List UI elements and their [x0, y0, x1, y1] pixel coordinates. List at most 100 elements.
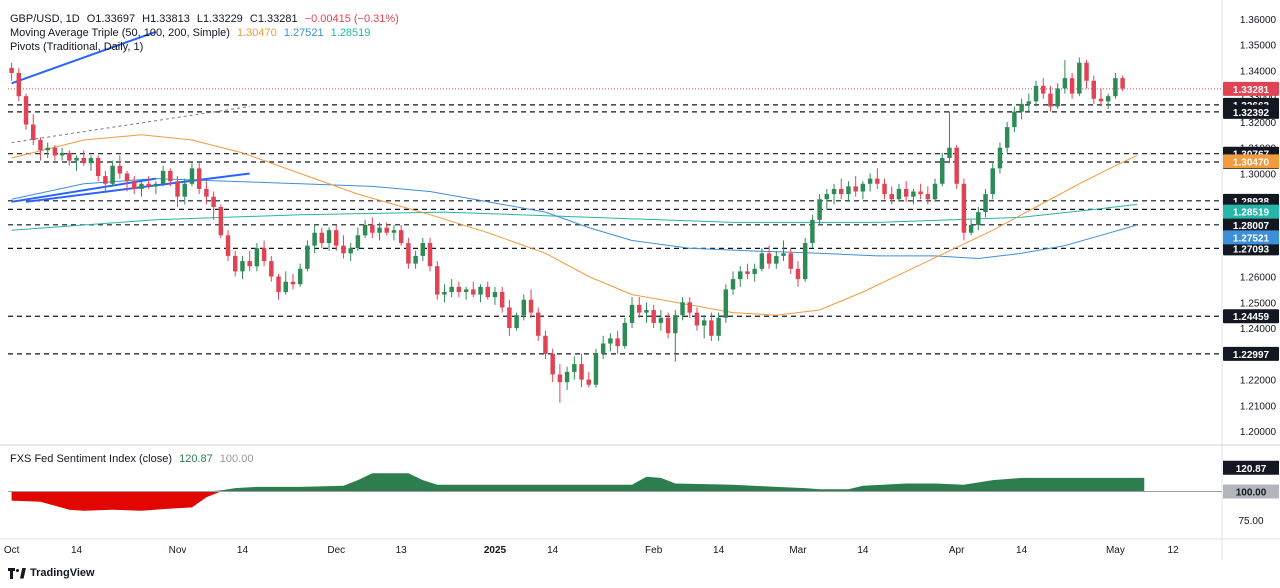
ma-value-label: 1.30470 — [1233, 157, 1270, 168]
pivots-legend: Pivots (Traditional, Daily, 1) — [10, 40, 147, 54]
candle-body — [766, 253, 772, 264]
candle-body — [947, 147, 952, 159]
candle-body — [499, 291, 505, 308]
candle-body — [355, 235, 361, 249]
candle-body — [406, 243, 411, 264]
candle-body — [593, 353, 599, 385]
candle-body — [925, 194, 931, 200]
candle-body — [651, 310, 656, 323]
candle-body — [175, 181, 180, 197]
pivot-label-bg — [1223, 309, 1279, 324]
price-tick-label: 1.30000 — [1240, 169, 1277, 180]
pivots-label: Pivots (Traditional, Daily, 1) — [10, 41, 144, 53]
candle-body — [586, 379, 591, 385]
candle-body — [680, 302, 685, 316]
pivot-label: 1.27093 — [1233, 244, 1270, 255]
candle-body — [1048, 93, 1053, 107]
candle-body — [622, 322, 628, 347]
candle-body — [550, 353, 555, 375]
candle-body — [860, 183, 866, 192]
time-tick-label: Nov — [169, 545, 187, 556]
candle-body — [45, 147, 50, 151]
change-value: −0.00415 (−0.31%) — [304, 13, 399, 25]
candle-body — [31, 124, 36, 140]
price-tick-label: 1.24000 — [1240, 324, 1277, 335]
candle-body — [478, 286, 483, 295]
candle-body — [564, 371, 570, 383]
candle-body — [211, 196, 216, 207]
candle-body — [261, 248, 267, 262]
candle-body — [420, 243, 426, 256]
candle-body — [802, 243, 808, 280]
candle-body — [1004, 127, 1010, 148]
time-tick-label: 14 — [1016, 545, 1028, 556]
candle-body — [521, 299, 527, 316]
candle-body — [774, 255, 779, 264]
candle-body — [608, 338, 613, 344]
time-tick-label: May — [1106, 545, 1125, 556]
candle-body — [81, 158, 86, 164]
ma-value-label-bg — [1223, 230, 1279, 245]
ma-label: Moving Average Triple (50, 100, 200, Sim… — [10, 27, 230, 39]
candle-body — [319, 232, 325, 244]
candle-body — [896, 188, 902, 200]
candle-body — [95, 158, 101, 177]
candle-body — [781, 253, 786, 256]
time-tick-label: Dec — [327, 545, 345, 556]
price-tick-label: 1.32000 — [1240, 118, 1277, 129]
candle-body — [709, 320, 714, 336]
candle-body — [853, 186, 858, 192]
sentiment-label: FXS Fed Sentiment Index (close) — [10, 453, 173, 465]
candle-body — [961, 183, 967, 233]
ma-value-label: 1.28519 — [1233, 208, 1270, 219]
candle-body — [377, 227, 382, 233]
pivot-label-bg — [1223, 217, 1279, 232]
candle-body — [398, 230, 404, 244]
candle-body — [557, 374, 563, 383]
candle-body — [254, 248, 260, 267]
candle-body — [831, 188, 837, 195]
candle-body — [687, 302, 692, 313]
price-tick-label: 1.21000 — [1240, 401, 1277, 412]
ma-legend: Moving Average Triple (50, 100, 200, Sim… — [10, 26, 374, 40]
candle-body — [990, 168, 995, 195]
candle-body — [218, 206, 224, 236]
trendline-dashed — [11, 105, 250, 144]
ma50-line — [11, 134, 1138, 316]
pivot-label: 1.28007 — [1233, 221, 1270, 232]
candle-body — [1084, 62, 1089, 81]
candle-body — [233, 255, 238, 272]
candle-body — [471, 289, 476, 295]
candle-body — [911, 191, 916, 197]
sentiment-value: 120.87 — [179, 453, 213, 465]
ma100-line — [11, 178, 1138, 260]
candle-body — [637, 304, 642, 313]
candle-body — [759, 253, 765, 269]
ma100-value: 1.27521 — [283, 27, 324, 39]
time-tick-label: 2025 — [484, 545, 507, 556]
candle-body — [543, 335, 548, 354]
candle-body — [752, 268, 757, 274]
ma50-value: 1.30470 — [236, 27, 277, 39]
candle-body — [189, 168, 195, 184]
pivot-label: 1.28938 — [1233, 197, 1270, 208]
candle-body — [348, 248, 353, 254]
candle-body — [730, 279, 736, 290]
candle-body — [810, 219, 815, 244]
candle-body — [269, 261, 274, 277]
candle-body — [1105, 96, 1111, 102]
low-value: L1.33229 — [196, 13, 243, 25]
candle-body — [52, 147, 58, 156]
candle-body — [88, 158, 94, 164]
candle-body — [160, 170, 166, 184]
candle-body — [846, 186, 851, 195]
brand-label: TradingView — [30, 567, 95, 579]
price-tick-label: 1.35000 — [1240, 41, 1277, 52]
candle-body — [204, 188, 209, 197]
pivot-label: 1.22997 — [1233, 350, 1270, 361]
sentiment-base-tag-bg — [1223, 484, 1279, 499]
candle-body — [297, 268, 303, 285]
symbol-label: GBP/USD, 1D — [10, 13, 80, 25]
candle-body — [492, 291, 498, 298]
